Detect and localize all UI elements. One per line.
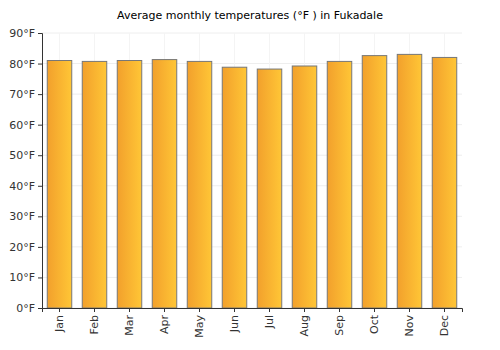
y-tick: 80°F xyxy=(9,58,42,71)
y-tick: 40°F xyxy=(9,180,42,193)
x-tick: Feb xyxy=(88,308,101,334)
chart-title: Average monthly temperatures (°F ) in Fu… xyxy=(117,9,383,22)
x-tick: Jan xyxy=(53,308,66,333)
y-tick-mark xyxy=(38,247,42,248)
y-tick-mark xyxy=(38,33,42,34)
bar xyxy=(432,57,457,308)
bar xyxy=(82,61,107,308)
bars xyxy=(47,54,457,308)
chart-svg: Average monthly temperatures (°F ) in Fu… xyxy=(0,0,500,350)
x-tick-label: Jul xyxy=(263,315,276,329)
x-tick-mark xyxy=(234,308,235,312)
y-tick-label: 40°F xyxy=(9,180,35,193)
x-tick: Mar xyxy=(123,308,136,336)
x-tick-mark xyxy=(339,308,340,312)
x-tick-label: Sep xyxy=(333,315,346,336)
y-tick: 90°F xyxy=(9,27,42,40)
x-tick-mark xyxy=(199,308,200,312)
y-axis-line xyxy=(38,34,43,309)
x-tick: Dec xyxy=(438,308,451,336)
bar xyxy=(47,61,72,309)
x-tick: Oct xyxy=(368,308,381,334)
x-tick-mark xyxy=(444,308,445,312)
y-tick-label: 80°F xyxy=(9,58,35,71)
plot-area: 0°F 10°F 20°F 30°F 40°F 50°F 60°F 70°F 80°F 90°F J… xyxy=(9,27,462,338)
x-tick-label: Jan xyxy=(53,315,66,333)
x-tick-mark xyxy=(164,308,165,312)
x-tick-mark xyxy=(304,308,305,312)
y-tick-label: 70°F xyxy=(9,88,35,101)
y-tick-label: 60°F xyxy=(9,119,35,132)
bar xyxy=(187,61,212,308)
x-tick: Nov xyxy=(403,308,416,336)
y-tick: 10°F xyxy=(9,271,42,284)
y-tick-label: 90°F xyxy=(9,27,35,40)
y-tick-mark xyxy=(38,64,42,65)
x-tick-mark xyxy=(59,308,60,312)
y-axis: 0°F 10°F 20°F 30°F 40°F 50°F 60°F 70°F 80°F 90°F xyxy=(9,27,42,315)
x-tick: May xyxy=(193,308,206,338)
bar xyxy=(222,67,247,308)
y-tick: 20°F xyxy=(9,241,42,254)
bar xyxy=(152,60,177,308)
grid-line xyxy=(42,33,462,34)
x-tick-label: Nov xyxy=(403,315,416,337)
y-tick: 30°F xyxy=(9,210,42,223)
chart-container: Average monthly temperatures (°F ) in Fu… xyxy=(0,0,500,350)
x-tick-mark xyxy=(269,308,270,312)
y-tick-mark xyxy=(38,186,42,187)
bar xyxy=(292,66,317,308)
y-tick-label: 50°F xyxy=(9,149,35,162)
x-tick-mark xyxy=(129,308,130,312)
x-tick-label: Oct xyxy=(368,314,381,334)
x-tick-label: Mar xyxy=(123,315,136,336)
x-tick-mark xyxy=(374,308,375,312)
x-tick: Jun xyxy=(228,308,241,333)
y-tick-label: 0°F xyxy=(16,302,35,315)
bar xyxy=(397,54,422,308)
y-tick: 50°F xyxy=(9,149,42,162)
y-tick-mark xyxy=(38,216,42,217)
x-tick-label: Aug xyxy=(298,315,311,336)
x-tick-label: Jun xyxy=(228,315,241,333)
y-tick-mark xyxy=(38,125,42,126)
bar xyxy=(117,61,142,309)
y-tick: 60°F xyxy=(9,119,42,132)
y-tick: 70°F xyxy=(9,88,42,101)
x-tick: Sep xyxy=(333,308,346,336)
y-tick-mark xyxy=(38,277,42,278)
x-tick-label: Apr xyxy=(158,315,171,335)
y-tick-label: 20°F xyxy=(9,241,35,254)
y-tick-label: 30°F xyxy=(9,210,35,223)
x-tick-mark xyxy=(409,308,410,312)
bar xyxy=(362,56,387,308)
x-tick: Apr xyxy=(158,308,171,334)
bar xyxy=(327,61,352,308)
x-tick-label: May xyxy=(193,315,206,338)
y-tick-mark xyxy=(38,94,42,95)
x-tick-label: Dec xyxy=(438,315,451,336)
y-tick: 0°F xyxy=(16,302,42,315)
grid xyxy=(42,33,462,308)
y-tick-mark xyxy=(38,155,42,156)
x-axis-line xyxy=(43,309,463,313)
x-axis: Jan Feb Mar Apr May Jun Jul Aug Sep Oct Nov Dec xyxy=(43,308,463,338)
x-tick: Jul xyxy=(263,308,276,329)
y-tick-mark xyxy=(38,308,42,309)
x-tick-label: Feb xyxy=(88,315,101,334)
bar xyxy=(257,69,282,308)
x-tick: Aug xyxy=(298,308,311,336)
y-tick-label: 10°F xyxy=(9,271,35,284)
x-tick-mark xyxy=(94,308,95,312)
